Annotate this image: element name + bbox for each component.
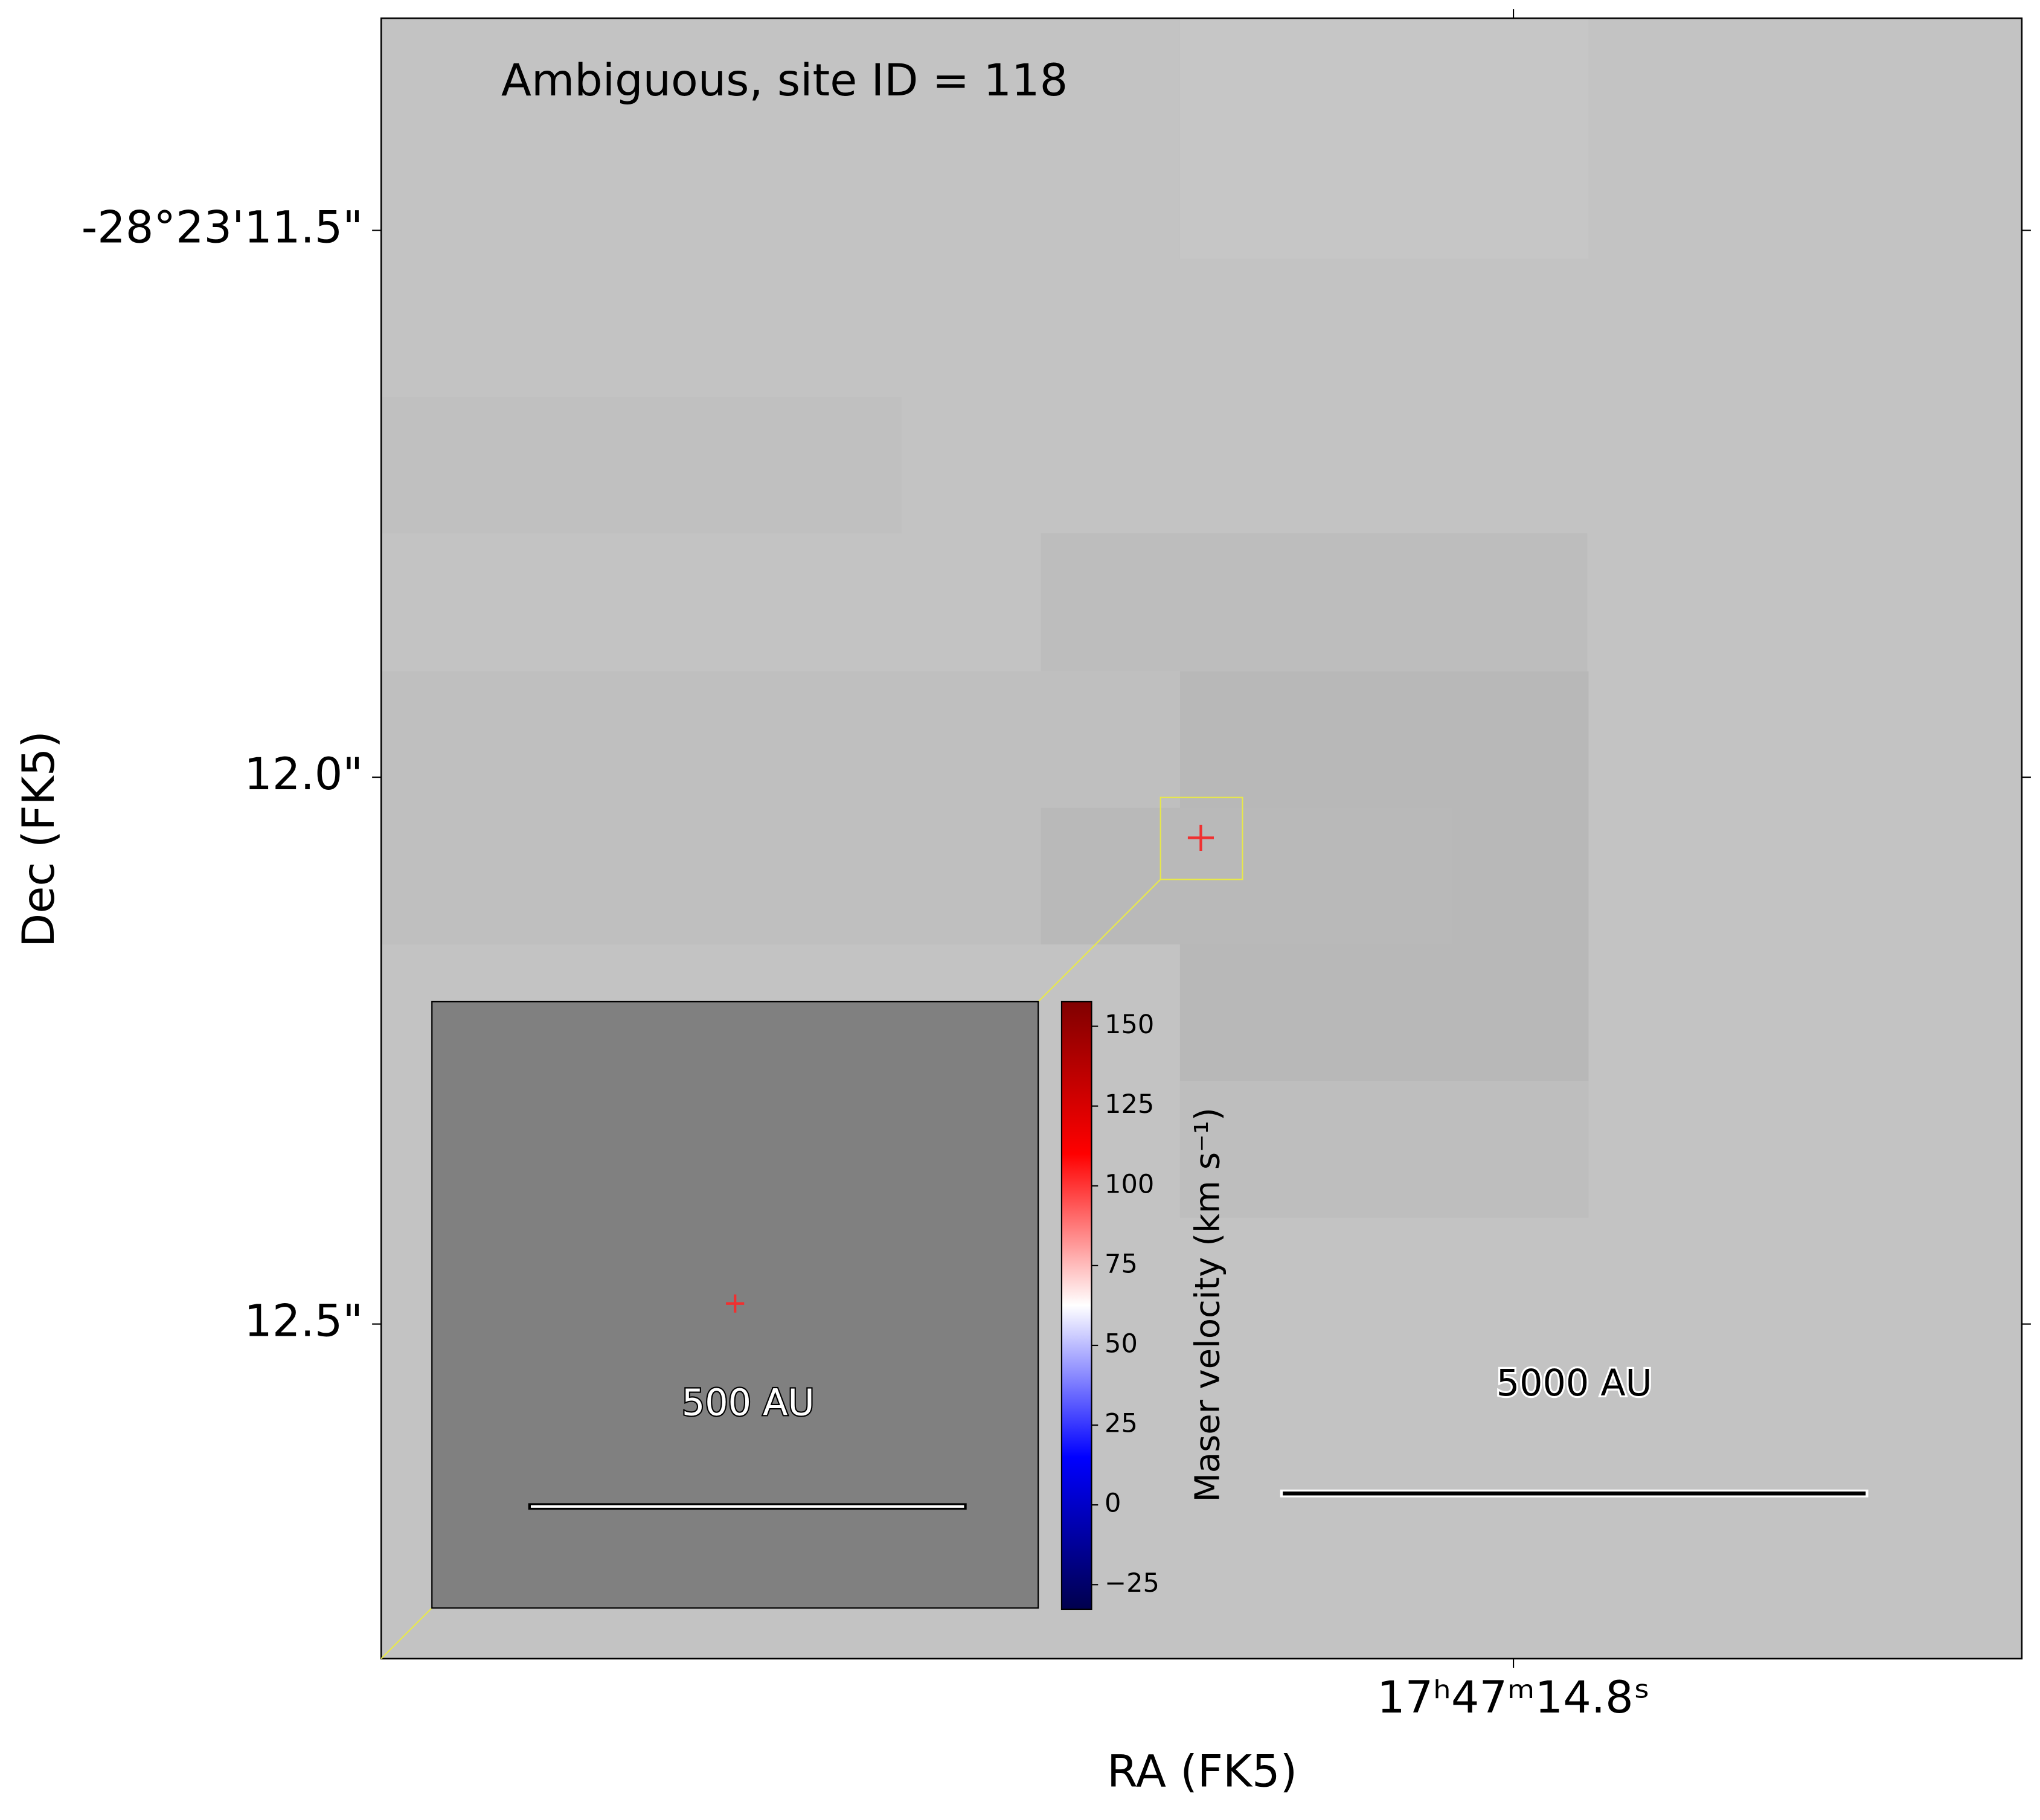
annotation: Ambiguous, site ID = 118 [501, 55, 1068, 106]
colorbar-tick-label: 100 [1105, 1169, 1154, 1199]
colorbar [1060, 1001, 1092, 1610]
colorbar-tick-label: 125 [1105, 1089, 1154, 1120]
colorbar-tick-label: 25 [1105, 1409, 1138, 1439]
colorbar-tick-label: 150 [1105, 1010, 1154, 1040]
inset-scale-label: 500 AU [682, 1382, 815, 1424]
inset: 500 AU [431, 1001, 1039, 1609]
scale-label: 5000 AU [1496, 1362, 1652, 1405]
y-axis-label: Dec (FK5) [13, 731, 65, 947]
y-tick-label: 12.0" [244, 749, 363, 800]
zoom-marker [380, 796, 1243, 1659]
scale-bar: 5000 AU [1280, 1360, 1868, 1498]
y-tick-label: -28°23'11.5" [82, 202, 363, 254]
colorbar-tick-label: −25 [1105, 1568, 1160, 1598]
colorbar-label: Maser velocity (km s⁻¹) [1188, 1107, 1228, 1502]
colorbar-tick-label: 75 [1105, 1249, 1138, 1279]
colorbar-tick-label: 50 [1105, 1328, 1138, 1359]
sky-image [380, 17, 2023, 1660]
y-tick-label: 12.5" [244, 1296, 363, 1347]
colorbar-tick-label: 0 [1105, 1488, 1121, 1519]
x-tick-label: 17ʰ47ᵐ14.8ˢ [1377, 1672, 1650, 1723]
x-axis-label: RA (FK5) [1107, 1746, 1297, 1798]
